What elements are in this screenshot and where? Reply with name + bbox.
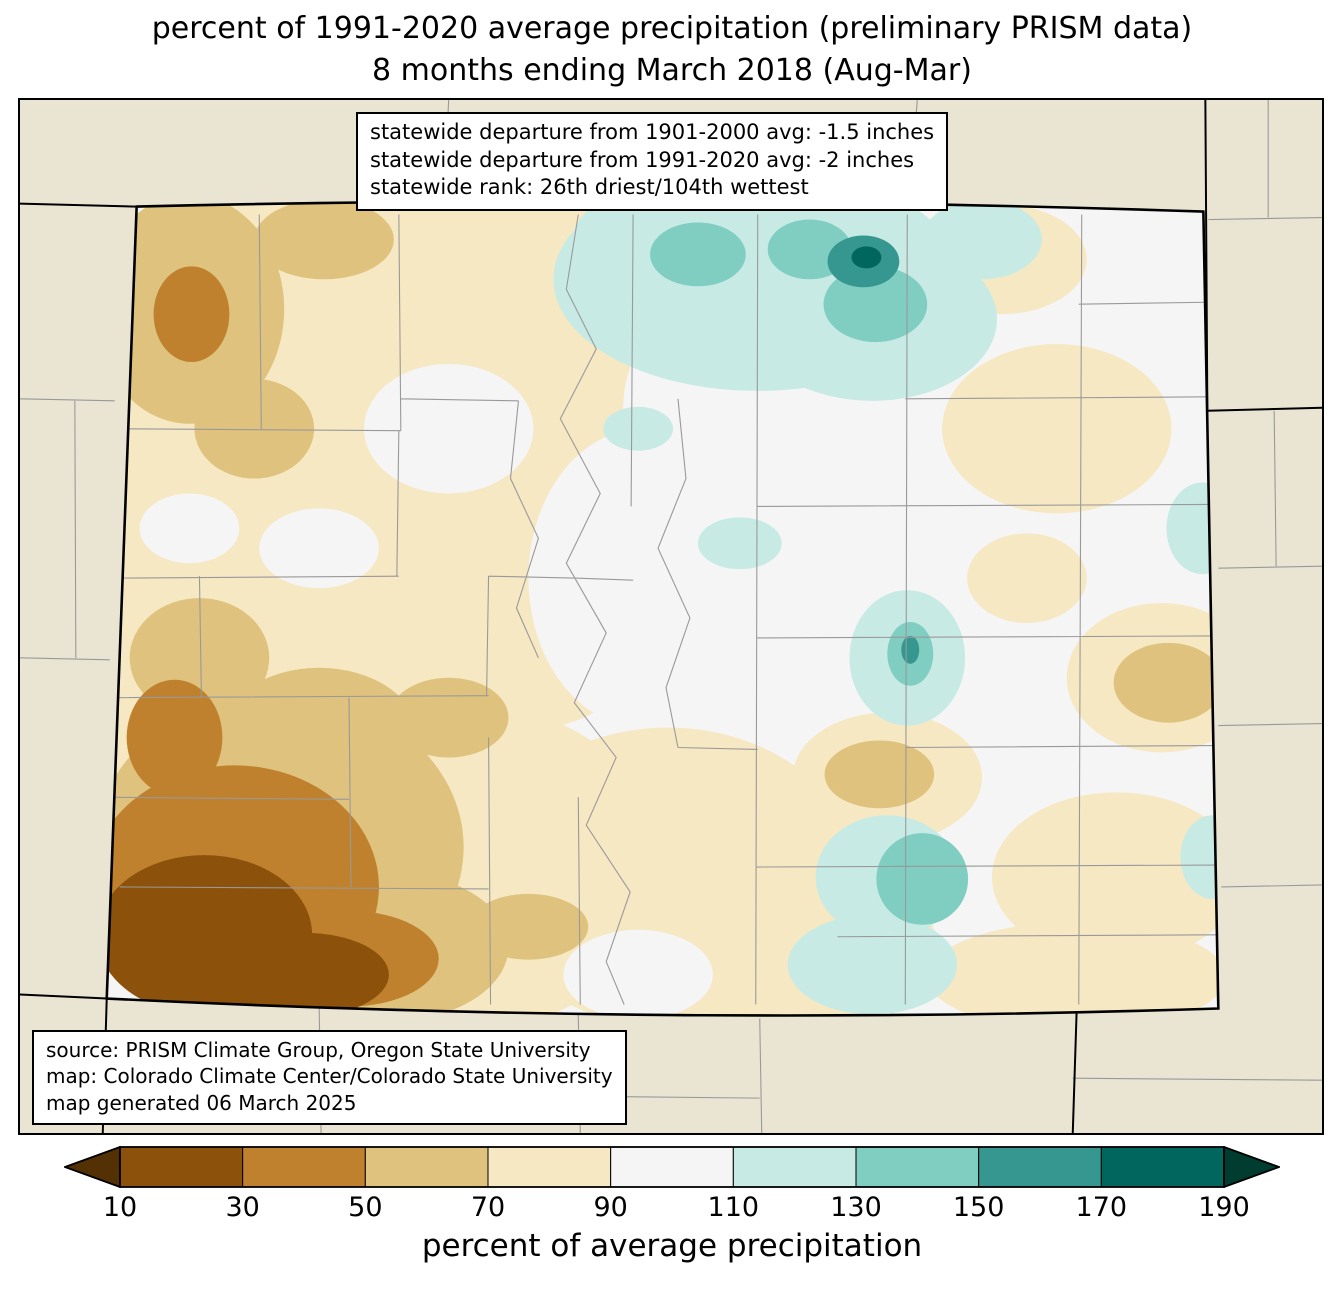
- page-title-line1: percent of 1991-2020 average precipitati…: [151, 11, 1193, 46]
- colorbar-segment-2: [364, 1146, 489, 1188]
- colorbar-tick-10: 10: [102, 1192, 138, 1223]
- map-generated-line: map generated 06 March 2025: [46, 1090, 357, 1115]
- colorbar-tick-50: 50: [348, 1192, 383, 1223]
- statewide-stats-box: statewide departure from 1901-2000 avg: …: [356, 112, 949, 212]
- colorbar-segment-8: [1100, 1146, 1225, 1188]
- colorbar-label: percent of average precipitation: [421, 1228, 923, 1264]
- region-70-90-east: [792, 204, 1219, 1016]
- map-credit-line: map: Colorado Climate Center/Colorado St…: [46, 1064, 613, 1089]
- colorbar-segment-5: [732, 1146, 857, 1188]
- colorbar-segment-0: [119, 1146, 244, 1188]
- colorado-county-lines: [107, 214, 1219, 1005]
- colorbar-tick-90: 90: [593, 1192, 628, 1223]
- colorbar-tick-130: 130: [830, 1192, 882, 1223]
- colorbar-segment-1: [242, 1146, 366, 1188]
- colorado-precipitation-map: [20, 100, 1322, 1133]
- stats-departure-1901-2000: statewide departure from 1901-2000 avg: …: [370, 120, 935, 144]
- colorbar-segment-6: [855, 1146, 980, 1188]
- colorbar-ticks: 10 30 50 70 90 110 130 150 170 190: [64, 1188, 1280, 1226]
- stats-departure-1991-2020: statewide departure from 1991-2020 avg: …: [370, 147, 915, 172]
- colorbar-tick-70: 70: [470, 1192, 506, 1223]
- neighbor-state-borders: [20, 100, 1322, 1133]
- colorbar-tick-190: 190: [1198, 1192, 1250, 1223]
- colorbar-tick-150: 150: [952, 1192, 1005, 1223]
- stats-rank: statewide rank: 26th driest/104th wettes…: [370, 175, 809, 200]
- colorbar-under-arrow: [64, 1146, 121, 1188]
- colorbar-tick-110: 110: [707, 1192, 760, 1223]
- colorbar: 10 30 50 70 90 110 130 150 170 190 percent of ave…: [64, 1146, 1280, 1264]
- precipitation-shading: [106, 201, 1219, 1016]
- colorbar-segment-4: [610, 1146, 734, 1188]
- region-170-190: [851, 246, 882, 269]
- colorbar-segments: [119, 1146, 1225, 1188]
- region-10-30-southwest: [106, 855, 389, 1016]
- colorbar-segment-7: [978, 1146, 1102, 1188]
- colorbar-tick-30: 30: [225, 1192, 260, 1223]
- map-frame: statewide departure from 1901-2000 avg: …: [18, 98, 1324, 1135]
- colorbar-segment-3: [487, 1146, 612, 1188]
- colorbar-tick-170: 170: [1075, 1192, 1128, 1223]
- source-line: source: PRISM Climate Group, Oregon Stat…: [46, 1037, 591, 1062]
- colorbar-over-arrow: [1223, 1146, 1280, 1188]
- colorbar-scale: [64, 1146, 1280, 1188]
- source-box: source: PRISM Climate Group, Oregon Stat…: [32, 1029, 627, 1125]
- page-title: percent of 1991-2020 average precipitati…: [0, 8, 1344, 92]
- page-title-line2: 8 months ending March 2018 (Aug-Mar): [372, 53, 972, 88]
